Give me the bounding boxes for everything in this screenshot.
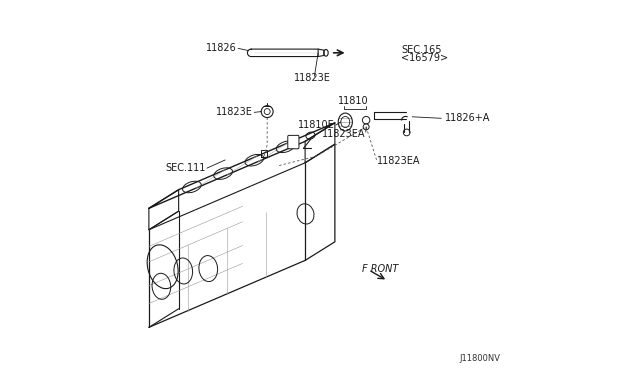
Text: 11810E: 11810E	[298, 120, 335, 130]
Text: SEC.165: SEC.165	[401, 45, 442, 55]
Text: 11823E: 11823E	[294, 73, 331, 83]
Text: <16579>: <16579>	[401, 54, 448, 63]
FancyBboxPatch shape	[288, 135, 299, 149]
Text: 11826: 11826	[205, 44, 236, 53]
Text: 11823EA: 11823EA	[376, 157, 420, 166]
Text: 11826+A: 11826+A	[445, 113, 490, 123]
Text: SEC.111: SEC.111	[165, 163, 205, 173]
Text: 11823E: 11823E	[216, 108, 253, 117]
Text: F RONT: F RONT	[362, 264, 398, 273]
Text: 11823EA: 11823EA	[322, 129, 365, 138]
Text: J11800NV: J11800NV	[460, 354, 500, 363]
Text: 11810: 11810	[338, 96, 369, 106]
